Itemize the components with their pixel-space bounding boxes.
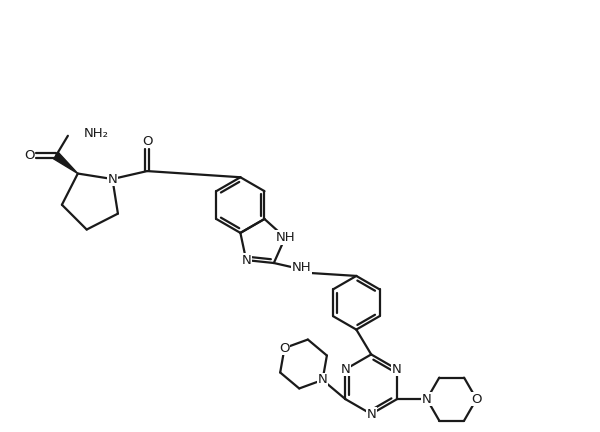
Text: N: N bbox=[241, 254, 251, 267]
Text: N: N bbox=[367, 407, 376, 420]
Text: N: N bbox=[422, 393, 432, 406]
Text: NH₂: NH₂ bbox=[84, 127, 109, 140]
Text: NH: NH bbox=[275, 231, 295, 244]
Text: O: O bbox=[24, 149, 34, 162]
Text: O: O bbox=[279, 342, 290, 355]
Text: O: O bbox=[471, 393, 482, 406]
Polygon shape bbox=[53, 152, 78, 174]
Text: O: O bbox=[142, 135, 152, 148]
Text: N: N bbox=[317, 374, 328, 387]
Text: N: N bbox=[341, 363, 350, 376]
Text: NH: NH bbox=[292, 261, 311, 274]
Text: N: N bbox=[392, 363, 402, 376]
Text: N: N bbox=[107, 172, 118, 185]
